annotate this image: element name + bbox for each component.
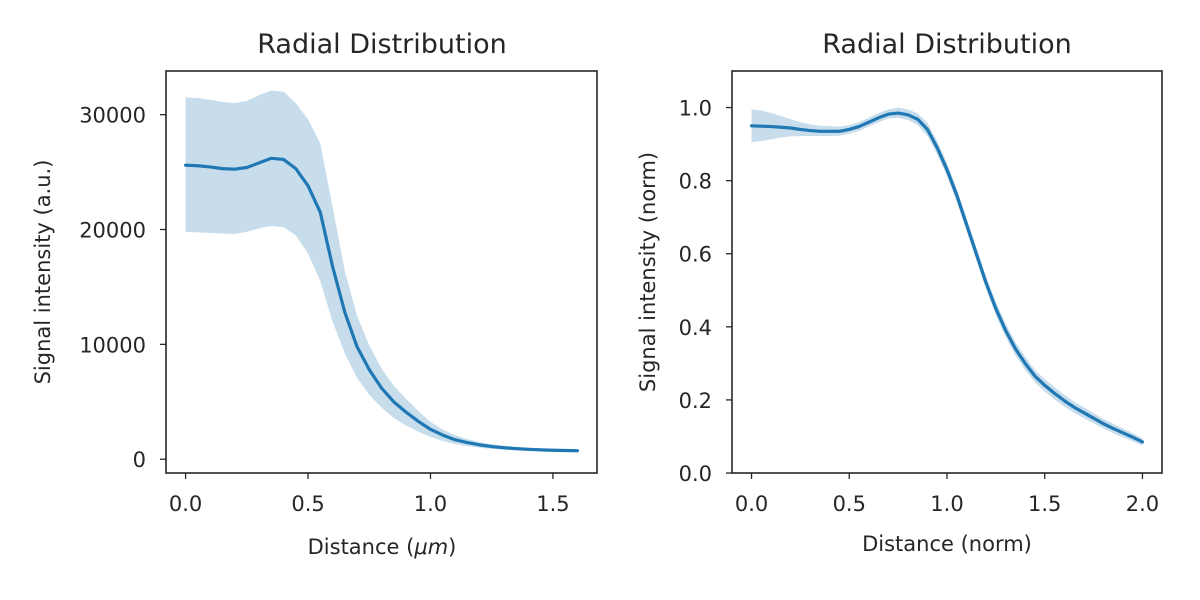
x-axis-label: Distance (norm) [862,532,1032,556]
x-tick-label: 0.0 [169,492,202,516]
mean-line [183,156,580,453]
y-axis-ticks: 0.0 0.2 0.4 0.6 0.8 1.0 [679,97,732,486]
y-axis-label: Signal intensity (norm) [636,152,660,392]
y-tick-label: 10000 [79,333,146,357]
chart-panel-right: Radial Distribution 0.0 0.5 1.0 1.5 2.0 0.00… [636,29,1163,556]
y-tick-label: 0.8 [679,170,712,194]
x-tick-label: 0.5 [833,492,866,516]
y-axis-ticks: 0 10000 20000 30000 [79,104,166,472]
confidence-band [751,107,1143,446]
x-tick-label: 2.0 [1126,492,1159,516]
y-tick-label: 20000 [79,219,146,243]
y-tick-label: 0 [133,448,146,472]
x-tick-label: 0.5 [291,492,324,516]
x-axis-ticks: 0.0 0.5 1.0 1.5 2.0 [735,473,1159,516]
x-tick-label: 1.0 [930,492,963,516]
x-tick-label: 1.5 [1028,492,1061,516]
x-tick-label: 1.0 [414,492,447,516]
y-tick-label: 30000 [79,104,146,128]
confidence-band [185,90,578,452]
y-tick-label: 0.0 [679,462,712,486]
mean-line [749,111,1145,444]
y-tick-label: 0.6 [679,243,712,267]
y-tick-label: 0.2 [679,389,712,413]
plot-frame [165,70,598,474]
x-axis-label: Distance (μm) [308,535,457,559]
chart-title: Radial Distribution [257,29,507,60]
chart-panel-left: Radial Distribution 0.0 0.5 1.0 1.5 0 10000 2… [31,29,598,559]
chart-title: Radial Distribution [822,29,1072,60]
x-axis-ticks: 0.0 0.5 1.0 1.5 [169,473,570,516]
y-axis-label: Signal intensity (a.u.) [31,160,55,385]
y-tick-label: 0.4 [679,316,712,340]
y-tick-label: 1.0 [679,97,712,121]
x-tick-label: 1.5 [536,492,569,516]
x-tick-label: 0.0 [735,492,768,516]
